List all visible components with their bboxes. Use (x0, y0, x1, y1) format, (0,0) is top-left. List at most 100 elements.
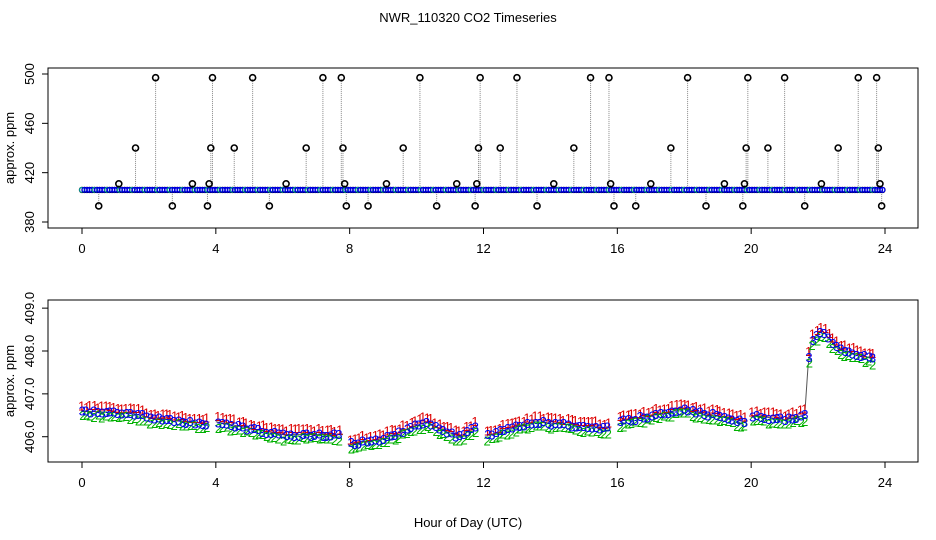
series-2-point: 2 (552, 420, 559, 435)
series-2-point: 2 (632, 415, 639, 430)
spike-point (208, 73, 217, 82)
series-2-point: 2 (270, 430, 277, 445)
series-3-point: 3 (652, 407, 659, 422)
series-2-point: 2 (841, 349, 848, 364)
series-1-point: 1 (652, 401, 659, 416)
series-2-point: 2 (274, 432, 281, 447)
series-3-point: 3 (837, 341, 844, 356)
series-3-point: 3 (665, 406, 672, 421)
series-2-point: 2 (383, 435, 390, 450)
series-3-point: 3 (327, 428, 334, 443)
series-2-point: 2 (483, 434, 490, 449)
series-2-point: 2 (672, 406, 679, 421)
series-3-point: 3 (805, 350, 812, 365)
series-3-point: 3 (592, 420, 599, 435)
series-1-point: 1 (130, 401, 137, 416)
series-1-point: 1 (396, 422, 403, 437)
series-2-point: 2 (284, 431, 291, 446)
series-1-point: 1 (733, 408, 740, 423)
series-3-point: 3 (287, 427, 294, 442)
series-3-point: 3 (792, 411, 799, 426)
series-2-point: 2 (287, 432, 294, 447)
series-1-point: 1 (106, 399, 113, 414)
series-2-point: 2 (826, 336, 833, 351)
series-3-point: 3 (283, 428, 290, 443)
x-tick-label: 4 (212, 475, 219, 490)
series-3-point: 3 (516, 419, 523, 434)
series-3-point: 3 (528, 416, 535, 431)
spike-point (203, 202, 212, 210)
series-1-point: 1 (359, 428, 366, 443)
series-1-point: 1 (552, 410, 559, 425)
series-3-point: 3 (331, 426, 338, 441)
series-3-point: 3 (810, 333, 817, 348)
series-3-point: 3 (556, 416, 563, 431)
series-2-point: 2 (869, 358, 876, 373)
x-tick-label: 12 (476, 475, 490, 490)
series-1-point: 1 (283, 423, 290, 438)
series-2-point: 2 (700, 412, 707, 427)
series-2-point: 2 (407, 424, 414, 439)
series-3-point: 3 (82, 403, 89, 418)
series-1-point: 1 (230, 412, 237, 427)
series-1-point: 1 (355, 430, 362, 445)
x-tick-label: 8 (346, 475, 353, 490)
series-1-point: 1 (785, 406, 792, 421)
series-3-point: 3 (167, 412, 174, 427)
series-2-point: 2 (448, 432, 455, 447)
series-3-point: 3 (472, 420, 479, 435)
series-2-point: 2 (513, 425, 520, 440)
series-2-point: 2 (143, 413, 150, 428)
series-1-point: 1 (569, 412, 576, 427)
series-3-point: 3 (777, 411, 784, 426)
series-2-point: 2 (637, 415, 644, 430)
series-2-point: 2 (798, 415, 805, 430)
series-1-point: 1 (720, 405, 727, 420)
series-3-point: 3 (584, 420, 591, 435)
series-1-point: 1 (854, 342, 861, 357)
series-3-point: 3 (644, 410, 651, 425)
top-plot-frame (47, 67, 919, 229)
series-1-point: 1 (545, 409, 552, 424)
series-1-point: 1 (701, 400, 708, 415)
series-2-point: 2 (259, 427, 266, 442)
series-2-point: 2 (488, 431, 495, 446)
series-3-point: 3 (235, 418, 242, 433)
y-tick-label: 406.0 (22, 420, 37, 453)
series-1-point: 1 (102, 398, 109, 413)
spike-point (282, 179, 290, 188)
series-1-point: 1 (617, 409, 624, 424)
series-3-point: 3 (580, 419, 587, 434)
series-1-point: 1 (850, 340, 857, 355)
series-1-point: 1 (118, 401, 125, 416)
series-2-point: 2 (785, 417, 792, 432)
series-1-point: 1 (809, 326, 816, 341)
series-2-point: 2 (424, 419, 431, 434)
series-3-point: 3 (228, 418, 235, 433)
series-1-point: 1 (789, 405, 796, 420)
series-3-point: 3 (303, 427, 310, 442)
series-1-point: 1 (628, 407, 635, 422)
series-3-point: 3 (617, 414, 624, 429)
series-3-point: 3 (853, 348, 860, 363)
series-3-point: 3 (833, 339, 840, 354)
series-3-point: 3 (604, 420, 611, 435)
series-1-point: 1 (537, 409, 544, 424)
series-3-point: 3 (90, 404, 97, 419)
x-tick-label: 24 (878, 475, 892, 490)
series-2-point: 2 (737, 420, 744, 435)
x-axis-label: Hour of Day (UTC) (413, 515, 523, 530)
series-2-point: 2 (837, 347, 844, 362)
series-1-point: 1 (645, 405, 652, 420)
series-2-point: 2 (533, 419, 540, 434)
series-2-point: 2 (853, 350, 860, 365)
series-1-point: 1 (147, 407, 154, 422)
series-2-point: 2 (433, 424, 440, 439)
series-3-point: 3 (423, 415, 430, 430)
series-3-point: 3 (106, 405, 113, 420)
series-2-point: 2 (716, 414, 723, 429)
spike-point (364, 202, 372, 210)
series-1-point: 1 (391, 423, 398, 438)
spike-point (452, 179, 461, 188)
series-2-point: 2 (323, 431, 330, 446)
